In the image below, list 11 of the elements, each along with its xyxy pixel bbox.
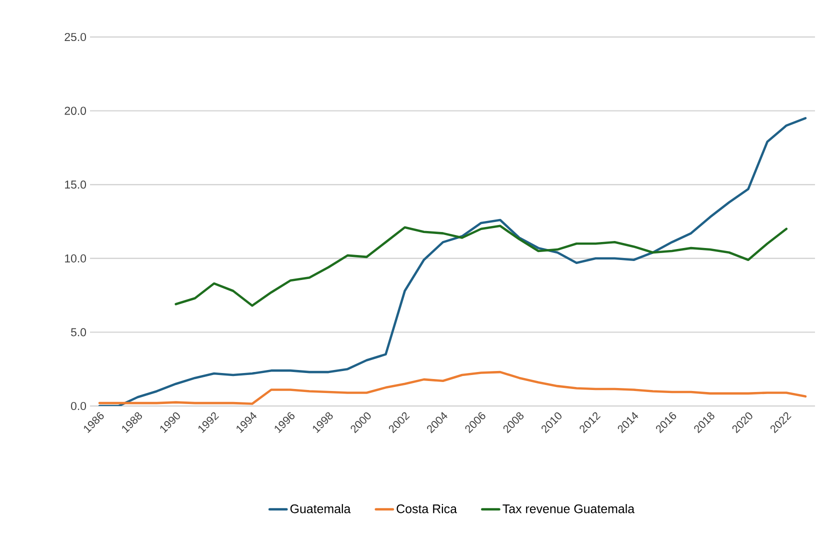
line-series bbox=[98, 117, 807, 406]
legend-label: Tax revenue Guatemala bbox=[502, 504, 635, 514]
legend-label: Guatemala bbox=[290, 504, 351, 514]
y-tick-label: 15.0 bbox=[65, 180, 86, 189]
line-series bbox=[174, 224, 788, 307]
y-tick-label: 5.0 bbox=[71, 328, 86, 336]
y-tick-label: 25.0 bbox=[64, 32, 86, 42]
y-tick-label: 0.0 bbox=[71, 402, 86, 410]
y-tick-label: 20.0 bbox=[64, 106, 86, 115]
legend-label: Costa Rica bbox=[396, 504, 457, 514]
y-tick-label: 10.0 bbox=[65, 254, 86, 262]
